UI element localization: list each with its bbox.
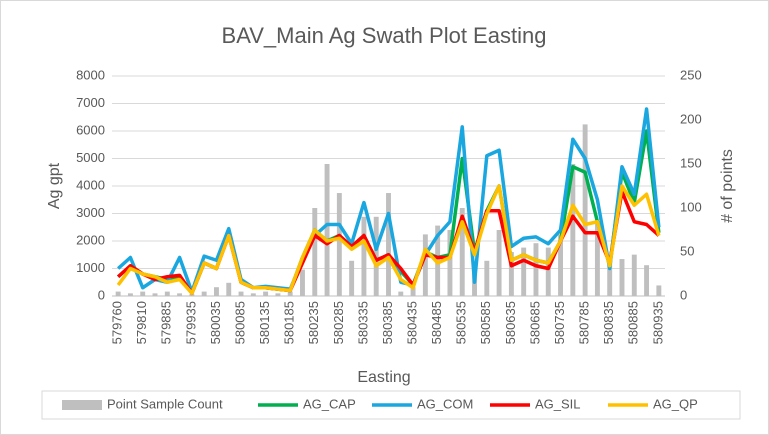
bar [631,254,637,296]
x-tick-label: 580435 [405,301,420,344]
bar [558,234,564,296]
legend-label: AG_CAP [303,396,356,411]
x-tick-label: 580685 [527,301,542,344]
bar [127,293,133,296]
bar [238,291,244,296]
x-tick-label: 580735 [552,301,567,344]
bar [533,243,539,296]
x-tick-label: 580085 [232,301,247,344]
legend-label: Point Sample Count [107,396,223,411]
bar [275,293,281,296]
x-tick-label: 580385 [380,301,395,344]
x-tick-label: 579760 [110,301,125,344]
line [116,107,661,294]
y-axis-label: Ag gpt [46,162,63,209]
bar [570,164,576,296]
bar [582,124,588,297]
bar [164,291,170,296]
bar [521,247,527,296]
x-tick-label: 579885 [159,301,174,344]
bar [324,164,330,296]
bar [447,230,453,296]
x-tick-label: 580185 [282,301,297,344]
y2-tick-label: 0 [680,287,687,302]
x-tick-label: 580835 [601,301,616,344]
x-tick-label: 580035 [208,301,223,344]
bar [312,208,318,296]
x-tick-label: 579810 [134,301,149,344]
bar [656,285,662,296]
chart-title: BAV_Main Ag Swath Plot Easting [222,23,547,48]
y2-axis-label: # of points [719,149,736,223]
bar [619,259,625,296]
bar [607,260,613,296]
y2-tick-label: 250 [680,67,702,82]
line [116,184,661,295]
bar [115,291,121,296]
bar [545,247,551,296]
bar [398,291,404,296]
bar [508,252,514,296]
y-tick-label: 5000 [76,150,105,165]
bar [410,287,416,296]
bar [287,291,293,296]
x-tick-label: 580335 [355,301,370,344]
legend-label: AG_QP [653,396,698,411]
bar [201,291,207,296]
y-tick-label: 0 [98,287,105,302]
y-tick-label: 1000 [76,260,105,275]
x-tick-label: 580585 [478,301,493,344]
bar [140,291,146,296]
y-tick-label: 6000 [76,122,105,137]
legend-box [41,390,741,420]
bar [336,193,342,296]
y-tick-label: 3000 [76,205,105,220]
x-tick-label: 580635 [503,301,518,344]
y-tick-label: 2000 [76,232,105,247]
bar [226,282,232,296]
y2-tick-label: 50 [680,243,694,258]
x-tick-label: 580785 [577,301,592,344]
y-tick-label: 4000 [76,177,105,192]
bar [177,293,183,296]
bar [361,216,367,296]
bar [250,293,256,296]
y2-tick-label: 200 [680,111,702,126]
bar [152,293,158,296]
x-tick-label: 579935 [183,301,198,344]
legend-label: AG_COM [417,396,473,411]
y-tick-label: 8000 [76,67,105,82]
bar [263,291,269,296]
bar [386,193,391,296]
bar [213,287,219,296]
x-tick-label: 580135 [257,301,272,344]
bar [644,265,650,296]
bar [594,221,600,296]
x-tick-label: 580235 [306,301,321,344]
bar [349,260,355,296]
legend-label: AG_SIL [535,396,581,411]
x-tick-label: 580285 [331,301,346,344]
legend-swatch [62,400,102,410]
bar [459,208,465,296]
bar [422,234,428,296]
x-axis-label: Easting [357,369,410,386]
y-tick-label: 7000 [76,95,105,110]
x-tick-label: 580885 [626,301,641,344]
bar [496,230,502,296]
x-tick-label: 580535 [454,301,469,344]
y2-tick-label: 150 [680,155,702,170]
bar [484,260,490,296]
bar [189,294,195,296]
x-tick-label: 580485 [429,301,444,344]
y2-tick-label: 100 [680,199,702,214]
x-tick-label: 580935 [650,301,665,344]
bar [300,269,305,296]
